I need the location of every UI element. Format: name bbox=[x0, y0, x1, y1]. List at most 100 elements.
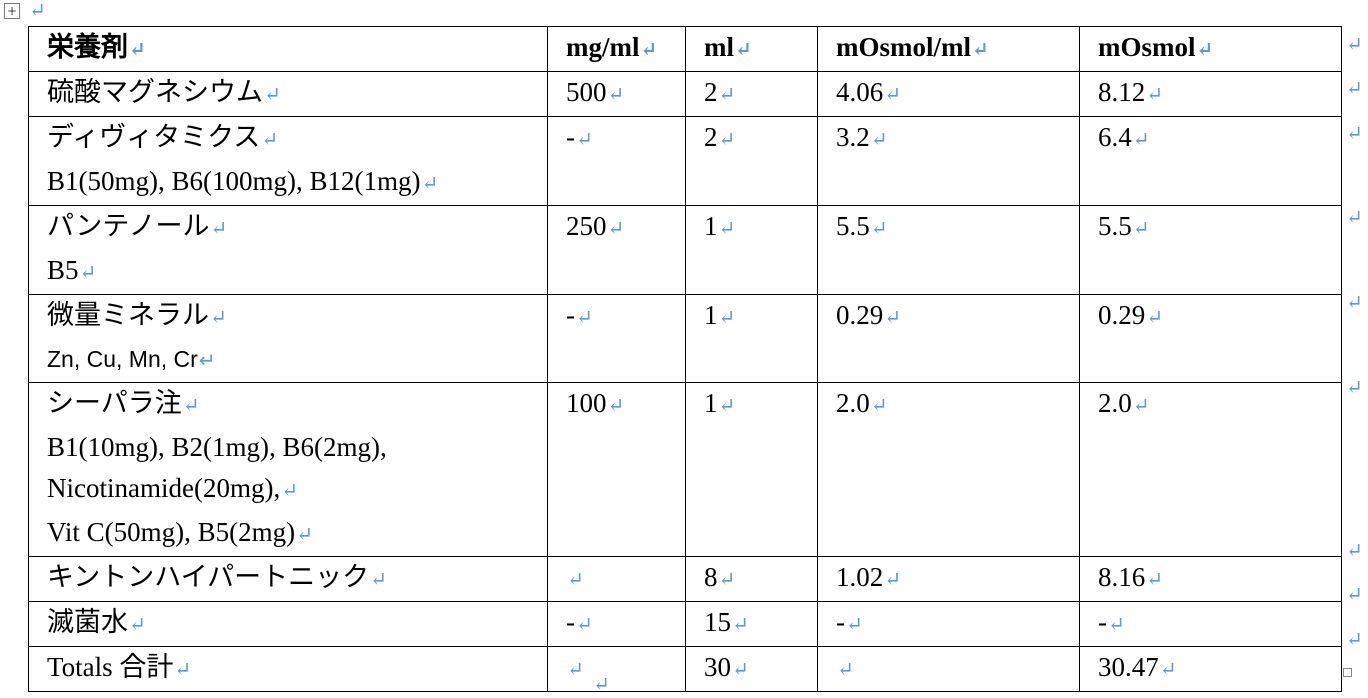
value-cell: 500 bbox=[547, 71, 686, 117]
cell-text: 0.29 bbox=[836, 296, 1079, 340]
header-cell: mg/ml bbox=[547, 26, 686, 72]
header-text: ml bbox=[704, 28, 817, 71]
value-cell: 5.5 bbox=[1079, 205, 1342, 295]
cell-text: 2 bbox=[704, 73, 817, 116]
cell-text: 30 bbox=[704, 648, 817, 691]
value-cell: - bbox=[1079, 601, 1342, 647]
row-end-mark bbox=[1345, 290, 1363, 315]
value-cell: 30.47 bbox=[1079, 646, 1342, 692]
table-row: 滅菌水-15-- bbox=[28, 601, 1342, 647]
cell-text: - bbox=[836, 603, 1079, 646]
row-end-mark bbox=[1345, 76, 1363, 101]
value-cell: 1.02 bbox=[817, 556, 1080, 602]
cell-text: - bbox=[1098, 603, 1341, 646]
cell-text: 30.47 bbox=[1098, 648, 1341, 691]
header-cell: mOsmol bbox=[1079, 26, 1342, 72]
row-end-mark bbox=[1345, 121, 1363, 146]
cell-text: 100 bbox=[566, 384, 685, 428]
empty-cell-mark bbox=[566, 558, 685, 601]
item-name: 硫酸マグネシウム bbox=[47, 73, 547, 116]
nutrient-table: 栄養剤 mg/ml ml mOsmol/ml mOsmol 硫酸マグネシウム 500 2 4.… bbox=[28, 26, 1342, 692]
cell-text: 3.2 bbox=[836, 118, 1079, 162]
name-cell: 硫酸マグネシウム bbox=[28, 71, 548, 117]
row-end-mark bbox=[1345, 375, 1363, 400]
cell-text: 1 bbox=[704, 384, 817, 428]
table-row: シーパラ注B1(10mg), B2(1mg), B6(2mg), Nicotin… bbox=[28, 382, 1342, 557]
value-cell: 1 bbox=[685, 382, 818, 557]
item-detail: B1(10mg), B2(1mg), B6(2mg), Nicotinamide… bbox=[47, 427, 547, 512]
table-row: 硫酸マグネシウム 500 2 4.06 8.12 bbox=[28, 71, 1342, 117]
item-name: パンテノール bbox=[47, 207, 547, 251]
value-cell: - bbox=[547, 601, 686, 647]
cell-text: 2.0 bbox=[836, 384, 1079, 428]
table-row: キントンハイパートニック 8 1.02 8.16 bbox=[28, 556, 1342, 602]
cell-text: 1 bbox=[704, 296, 817, 340]
table-row: パンテノールB5 250 1 5.5 5.5 bbox=[28, 205, 1342, 295]
value-cell: 0.29 bbox=[817, 294, 1080, 383]
item-name: 滅菌水 bbox=[47, 603, 547, 646]
name-cell: 微量ミネラルZn, Cu, Mn, Cr bbox=[28, 294, 548, 383]
empty-cell-mark bbox=[566, 648, 685, 691]
value-cell: 2 bbox=[685, 71, 818, 117]
value-cell: 1 bbox=[685, 205, 818, 295]
value-cell: 0.29 bbox=[1079, 294, 1342, 383]
name-cell: キントンハイパートニック bbox=[28, 556, 548, 602]
empty-cell-mark bbox=[836, 648, 1079, 691]
header-text: mg/ml bbox=[566, 28, 685, 71]
value-cell: 2.0 bbox=[1079, 382, 1342, 557]
header-text: mOsmol bbox=[1098, 28, 1341, 71]
header-cell: mOsmol/ml bbox=[817, 26, 1080, 72]
cell-text: 8 bbox=[704, 558, 817, 601]
item-detail: B1(50mg), B6(100mg), B12(1mg) bbox=[47, 161, 547, 205]
value-cell: 3.2 bbox=[817, 116, 1080, 206]
value-cell: 30 bbox=[685, 646, 818, 692]
row-end-mark bbox=[1345, 627, 1363, 652]
cell-text: 15 bbox=[704, 603, 817, 646]
row-end-mark bbox=[1345, 205, 1363, 230]
name-cell: パンテノールB5 bbox=[28, 205, 548, 295]
value-cell: - bbox=[817, 601, 1080, 647]
value-cell: 15 bbox=[685, 601, 818, 647]
value-cell: 1 bbox=[685, 294, 818, 383]
cell-text: 4.06 bbox=[836, 73, 1079, 116]
cell-text: - bbox=[566, 296, 685, 340]
cell-text: 5.5 bbox=[836, 207, 1079, 251]
table-row: Totals 合計 30 30.47 bbox=[28, 646, 1342, 692]
cell-text: 250 bbox=[566, 207, 685, 251]
cell-text: 1.02 bbox=[836, 558, 1079, 601]
value-cell: 2.0 bbox=[817, 382, 1080, 557]
value-cell: 8 bbox=[685, 556, 818, 602]
value-cell: 6.4 bbox=[1079, 116, 1342, 206]
item-detail: Vit C(50mg), B5(2mg) bbox=[47, 512, 547, 556]
table-row: 微量ミネラルZn, Cu, Mn, Cr-1 0.29 0.29 bbox=[28, 294, 1342, 383]
paragraph-mark bbox=[28, 0, 46, 23]
item-detail: Zn, Cu, Mn, Cr bbox=[47, 339, 547, 382]
table-row: ディヴィタミクスB1(50mg), B6(100mg), B12(1mg)-23… bbox=[28, 116, 1342, 206]
name-cell: Totals 合計 bbox=[28, 646, 548, 692]
value-cell: 2 bbox=[685, 116, 818, 206]
item-name: シーパラ注 bbox=[47, 384, 547, 428]
cell-text: 6.4 bbox=[1098, 118, 1341, 162]
cell-text: 2 bbox=[704, 118, 817, 162]
cell-text: 1 bbox=[704, 207, 817, 251]
value-cell: 250 bbox=[547, 205, 686, 295]
name-cell: ディヴィタミクスB1(50mg), B6(100mg), B12(1mg) bbox=[28, 116, 548, 206]
table-move-handle[interactable]: + bbox=[4, 3, 20, 19]
value-cell bbox=[817, 646, 1080, 692]
item-detail: B5 bbox=[47, 250, 547, 294]
header-text: mOsmol/ml bbox=[836, 28, 1079, 71]
header-text: 栄養剤 bbox=[47, 28, 547, 71]
row-end-mark bbox=[1345, 32, 1363, 57]
value-cell bbox=[547, 646, 686, 692]
item-name: ディヴィタミクス bbox=[47, 118, 547, 162]
value-cell: - bbox=[547, 294, 686, 383]
cell-text: 2.0 bbox=[1098, 384, 1341, 428]
value-cell: 100 bbox=[547, 382, 686, 557]
cell-text: 5.5 bbox=[1098, 207, 1341, 251]
value-cell: 8.16 bbox=[1079, 556, 1342, 602]
cell-text: 0.29 bbox=[1098, 296, 1341, 340]
table-resize-handle[interactable] bbox=[1343, 668, 1352, 677]
header-row: 栄養剤 mg/ml ml mOsmol/ml mOsmol bbox=[28, 26, 1342, 72]
item-name: キントンハイパートニック bbox=[47, 558, 547, 601]
